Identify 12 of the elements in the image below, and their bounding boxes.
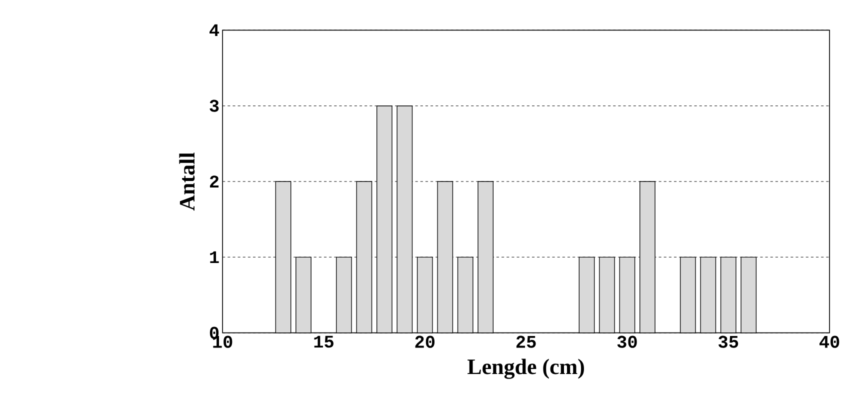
x-tick-label: 25 bbox=[516, 336, 536, 348]
x-tick-label: 30 bbox=[617, 336, 637, 348]
x-axis-title: Lengde (cm) bbox=[468, 358, 584, 379]
y-tick-label: 4 bbox=[210, 24, 220, 36]
x-tick-label: 20 bbox=[415, 336, 435, 348]
x-tick-label: 35 bbox=[718, 336, 738, 348]
y-tick-label: 1 bbox=[210, 251, 219, 264]
y-axis-title: Antall bbox=[179, 152, 195, 211]
y-tick-label: 3 bbox=[210, 100, 219, 112]
x-tick-label: 15 bbox=[314, 336, 334, 348]
y-tick-label: 2 bbox=[210, 176, 219, 188]
x-tick-label: 40 bbox=[819, 336, 840, 348]
